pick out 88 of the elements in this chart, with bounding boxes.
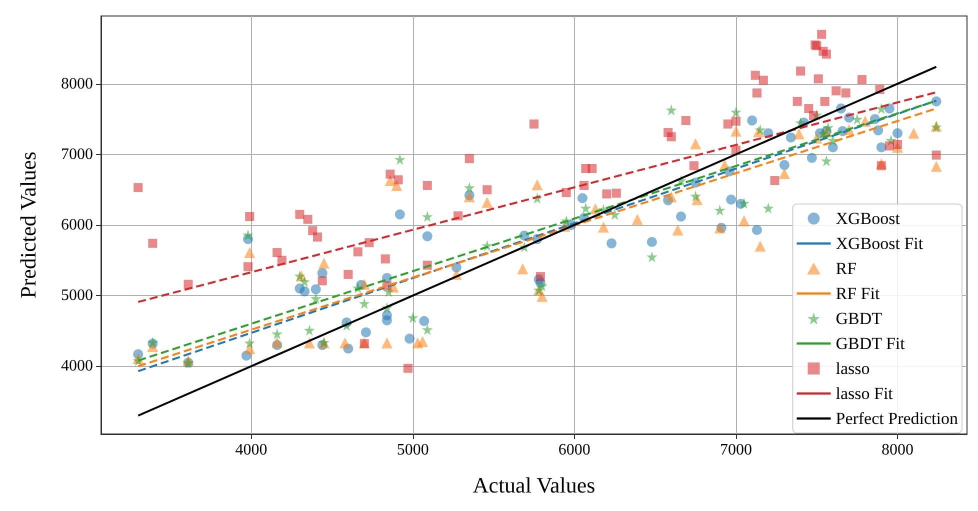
point [580,202,592,214]
point [908,128,920,139]
point [532,179,543,190]
point [536,280,548,292]
x-axis-title: Actual Values [472,472,596,498]
point [517,263,528,274]
point [394,154,406,165]
point [404,334,415,344]
point [754,240,766,252]
point [606,238,617,248]
point [876,142,886,152]
point [310,284,321,294]
point [358,298,370,309]
point [820,155,832,166]
point [752,224,762,235]
point [382,315,392,326]
point [381,337,392,348]
point [577,193,588,204]
point [394,209,405,220]
point [244,247,256,258]
point [339,337,350,348]
legend-label: RF [836,259,857,278]
point [666,191,677,202]
point [738,198,750,209]
point [806,152,817,163]
point [822,122,834,134]
point [310,292,322,304]
point [793,128,804,140]
point [422,211,433,222]
y-tick-label: 7000 [61,146,93,163]
legend-label: GBDT [836,309,883,328]
point [666,104,677,116]
point [738,215,750,226]
point [779,160,790,170]
point [930,160,942,172]
point [778,168,790,179]
y-tick-label: 6000 [61,216,93,234]
point [419,316,430,326]
point [244,337,256,348]
x-tick-label: 7000 [720,442,752,458]
point [762,202,774,214]
point [272,336,283,348]
point [786,132,796,142]
point [422,231,432,242]
point [464,182,475,194]
point [646,236,657,247]
legend-label: Perfect Prediction [836,409,958,428]
point [304,324,315,336]
y-tick-label: 5000 [61,287,93,304]
x-tick-label: 6000 [558,442,590,458]
point [482,196,493,208]
legend-label: XGBoost [836,209,900,228]
point [730,126,742,137]
point [818,128,829,139]
point [726,194,736,205]
y-axis-title: Predicted Values [16,152,40,298]
point [417,336,428,348]
x-tick-label: 5000 [396,442,429,458]
point [407,312,418,323]
point [730,106,742,118]
point [299,276,310,287]
point [690,190,702,202]
point [422,324,433,335]
point [360,327,371,338]
x-tick-label: 4000 [235,442,268,458]
legend-label: XGBoost Fit [836,234,924,253]
point [676,212,686,222]
point [690,138,702,150]
legend-label: lasso Fit [836,384,894,403]
point [300,286,310,296]
legend-label: lasso [836,359,870,378]
point [242,229,254,240]
point [892,128,903,138]
point [272,328,283,340]
point [646,251,658,262]
y-tick-label: 4000 [61,358,93,375]
point [536,290,548,302]
point [318,258,330,269]
legend-label: RF Fit [836,284,880,303]
point [747,116,758,126]
point [598,222,609,233]
y-tick-label: 8000 [61,75,93,92]
x-tick-label: 8000 [882,442,914,458]
point [852,114,863,125]
legend-label: GBDT Fit [836,334,906,353]
point [672,224,684,236]
point [714,204,726,216]
point [632,214,643,225]
